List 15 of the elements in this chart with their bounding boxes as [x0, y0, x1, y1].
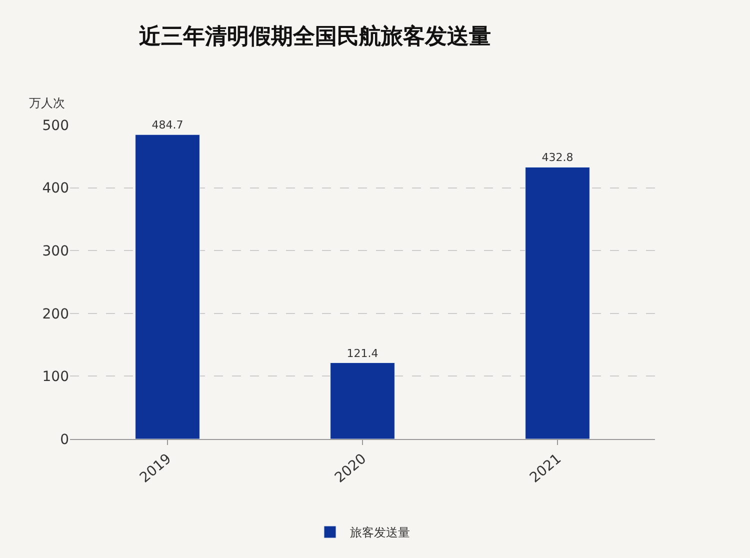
y-axis-title: 万人次: [29, 96, 65, 110]
data-label: 484.7: [152, 118, 184, 132]
bar: [330, 362, 395, 439]
legend-label: 旅客发送量: [350, 526, 410, 540]
y-tick-label: 400: [42, 180, 69, 197]
y-tick-label: 300: [42, 244, 69, 260]
bar: [135, 134, 200, 439]
chart-title: 近三年清明假期全国民航旅客发送量: [138, 23, 491, 50]
bar: [525, 166, 590, 439]
y-tick-label: 100: [42, 369, 69, 386]
data-label: 121.4: [346, 346, 378, 360]
y-tick-label: 500: [42, 118, 69, 134]
y-tick-label: 200: [42, 306, 69, 322]
data-label: 432.8: [542, 151, 574, 164]
y-tick-label: 0: [60, 432, 69, 448]
